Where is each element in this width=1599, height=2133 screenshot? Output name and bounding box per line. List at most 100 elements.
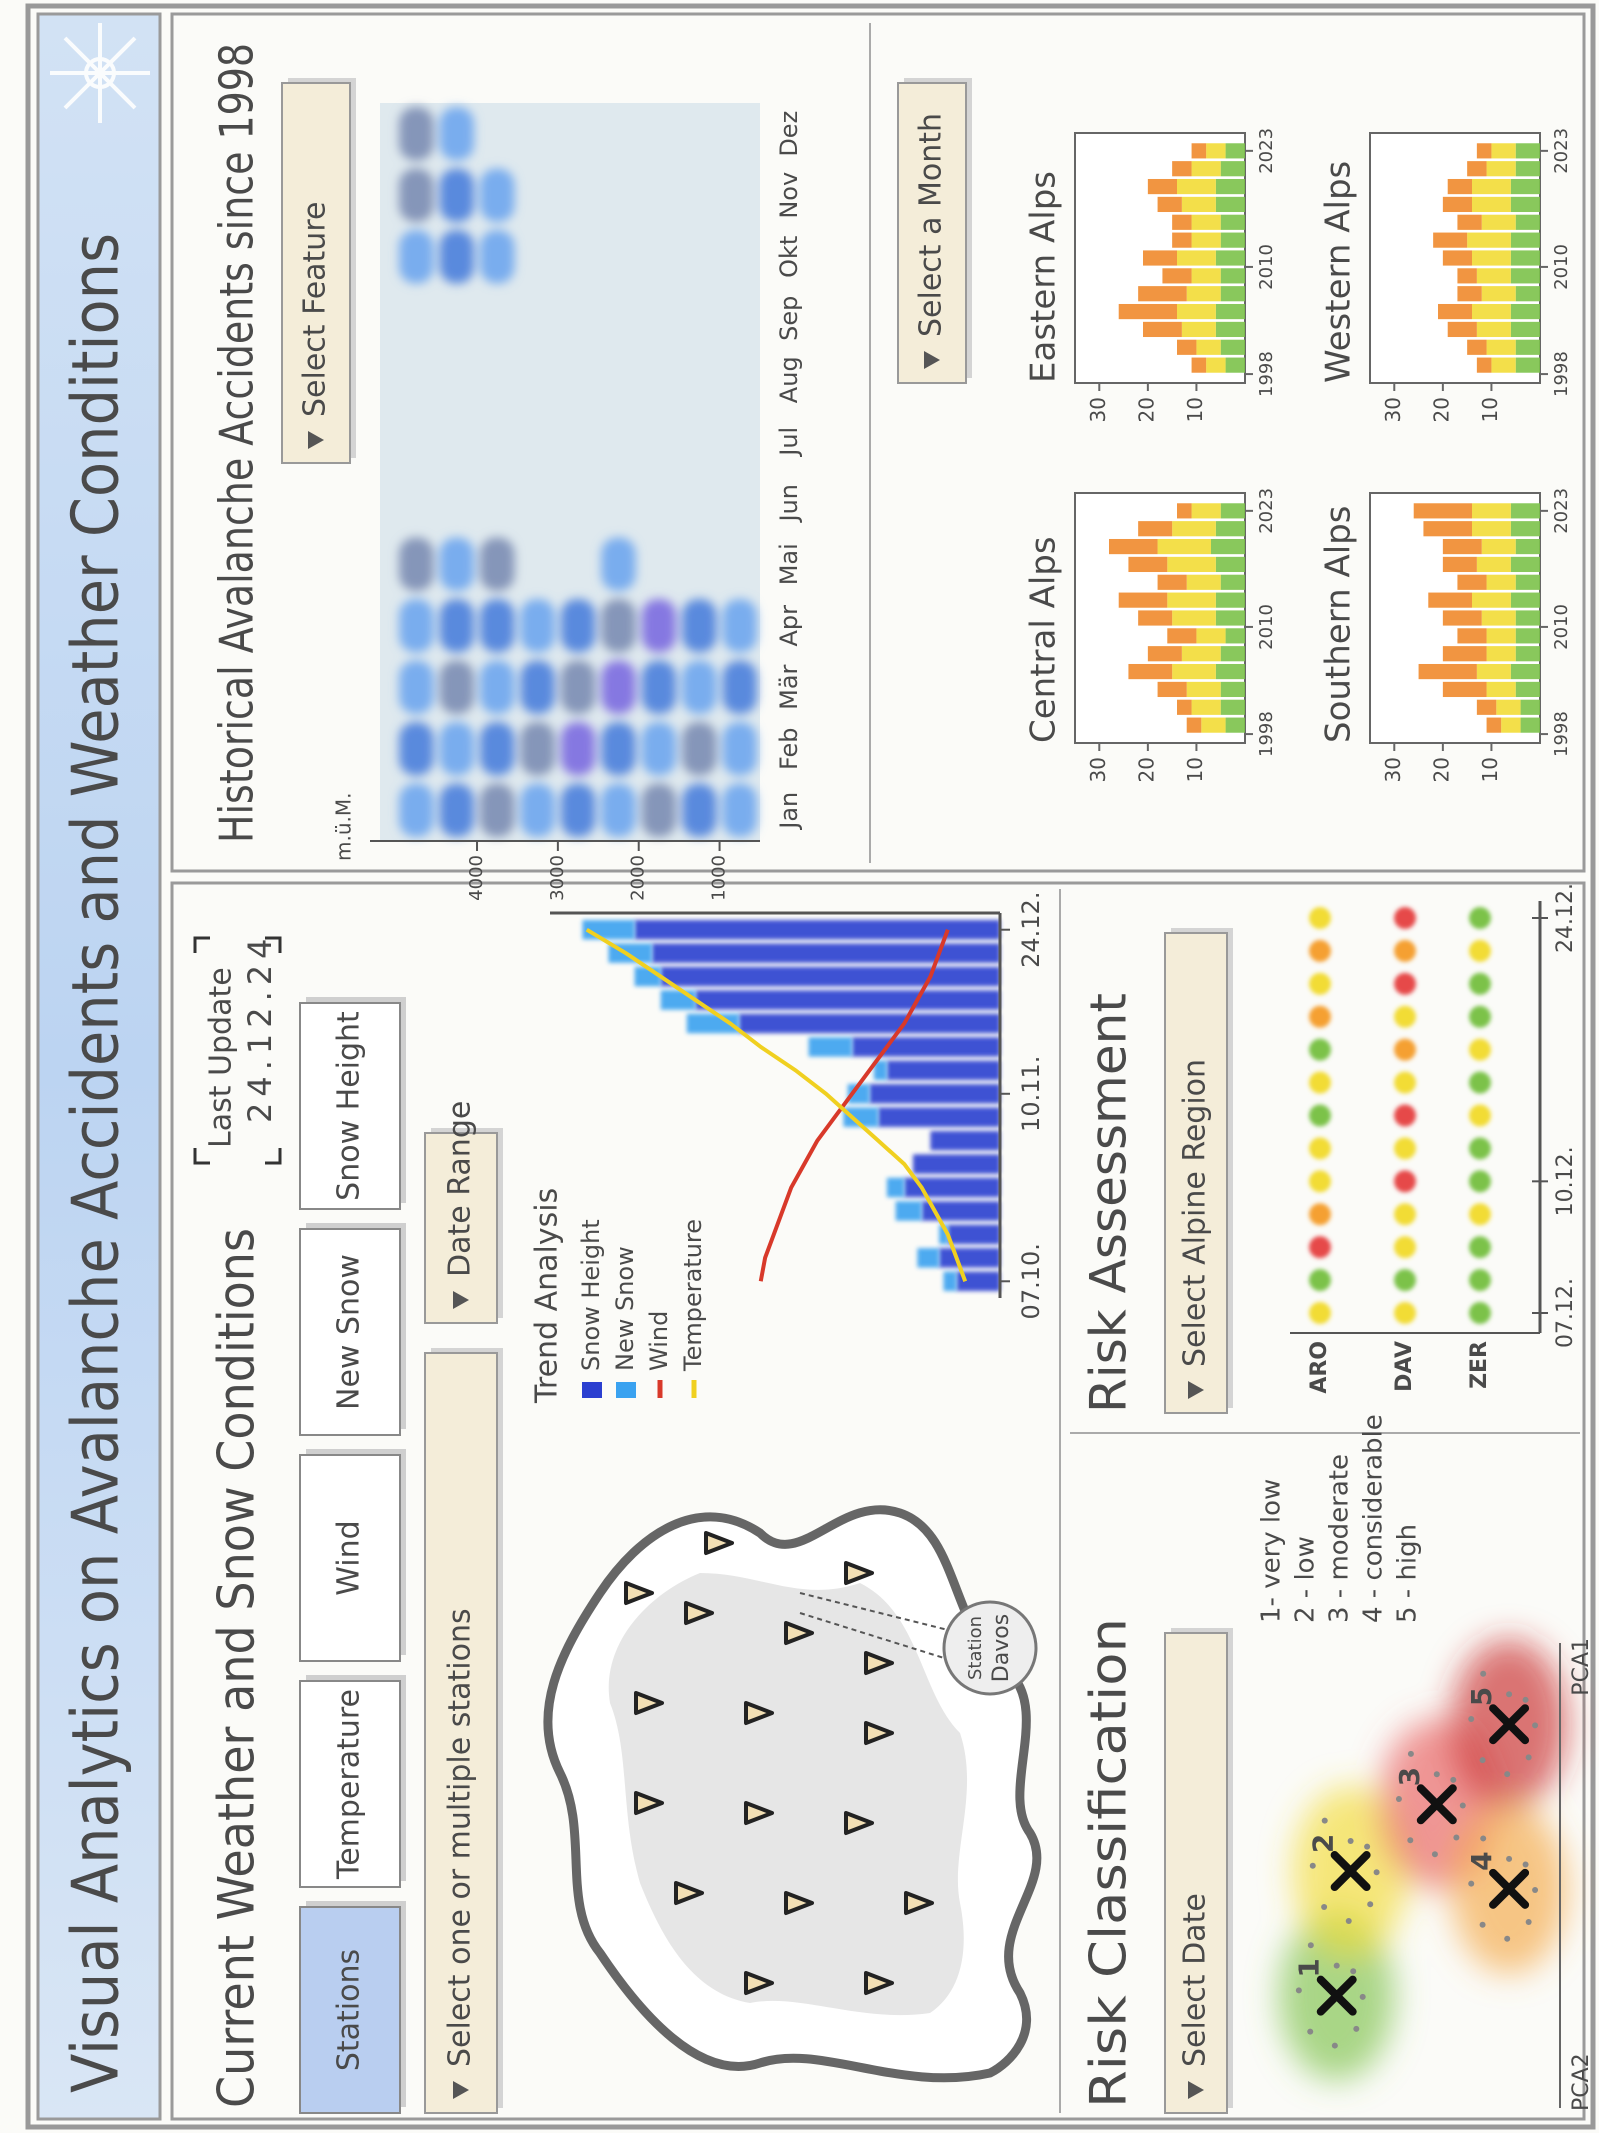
tab[interactable]: Stations: [299, 1901, 406, 2114]
cluster-label: 5: [1465, 1687, 1498, 1706]
bar-segment: [1215, 521, 1246, 537]
bar-segment: [1215, 196, 1246, 213]
current-panel: [170, 881, 1586, 2121]
bar-segment: [1486, 339, 1516, 355]
x-tick-label: 2023: [1256, 488, 1277, 534]
dropdown[interactable]: Select Feature: [281, 78, 356, 464]
risk-dot: [1469, 972, 1491, 995]
sample-dot: [1373, 1869, 1380, 1876]
dropdown-label[interactable]: Select one or multiple stations: [443, 1608, 478, 2067]
risk-dot: [1469, 1170, 1491, 1193]
dropdown[interactable]: Select Alpine Region: [1164, 928, 1233, 1414]
tab[interactable]: Snow Height: [299, 997, 406, 1210]
x-tick-label: 2010: [1256, 244, 1277, 290]
dropdown-box[interactable]: [1164, 932, 1228, 1414]
x-tick-label: Apr: [775, 605, 803, 647]
bar: [939, 1248, 1000, 1268]
tab-button[interactable]: [299, 1002, 401, 1210]
sample-dot: [1321, 1817, 1328, 1824]
page-title: Visual Analytics on Avalanche Accidents …: [60, 233, 134, 2093]
bar-segment: [1220, 699, 1245, 715]
legend-swatch: [582, 1382, 602, 1398]
bar-segment: [1215, 250, 1246, 266]
risk-dot: [1309, 1302, 1331, 1324]
risk-level-label: 2 - low: [1291, 1536, 1321, 1623]
bar-segment: [1472, 503, 1511, 519]
dropdown-box[interactable]: [424, 1352, 498, 2114]
dropdown[interactable]: Select a Month: [897, 78, 972, 384]
chart-title: Southern Alps: [1319, 506, 1359, 743]
tab-button[interactable]: [299, 1906, 401, 2114]
bar-segment: [1177, 303, 1216, 320]
bar-segment: [1220, 161, 1245, 177]
dropdown-box[interactable]: [897, 82, 967, 384]
bar-segment: [1442, 196, 1473, 213]
chart-title: Central Alps: [1024, 536, 1064, 743]
y-tick-label: 20: [1134, 397, 1158, 422]
bar-segment: [1486, 628, 1516, 644]
tab-label[interactable]: Wind: [332, 1520, 367, 1595]
bar-segment: [1467, 339, 1487, 355]
tab[interactable]: Temperature: [299, 1675, 406, 1888]
dropdown-label[interactable]: Select a Month: [914, 113, 949, 337]
tab-button[interactable]: [299, 1680, 401, 1888]
dropdown[interactable]: Select one or multiple stations: [424, 1348, 503, 2114]
tab-button[interactable]: [299, 1454, 401, 1662]
risk-level-label: 1- very low: [1257, 1479, 1287, 1623]
tab-label[interactable]: Stations: [332, 1949, 367, 2071]
bar: [660, 990, 696, 1010]
bar-segment: [1457, 286, 1482, 302]
bar-segment: [1220, 286, 1245, 302]
dropdown-box[interactable]: [1164, 1632, 1228, 2114]
bar-segment: [1186, 717, 1202, 733]
bar-segment: [1118, 303, 1177, 320]
bar-segment: [1447, 178, 1472, 195]
dropdown-label[interactable]: Select Feature: [298, 202, 333, 417]
heatmap-cell: [399, 599, 434, 653]
dropdown[interactable]: Select Date: [1164, 1628, 1233, 2114]
bar-segment: [1201, 717, 1226, 733]
bar-segment: [1211, 538, 1245, 555]
heatmap-cell: [480, 168, 515, 222]
x-tick-label: 1998: [1256, 351, 1277, 397]
bar-segment: [1157, 196, 1182, 213]
sample-dot: [1295, 1987, 1302, 1994]
station-pin: [864, 1971, 894, 1995]
dropdown-label[interactable]: Date Range: [443, 1101, 478, 1277]
bar-segment: [1225, 628, 1245, 644]
tab-label[interactable]: Temperature: [332, 1689, 367, 1880]
risk-dot: [1469, 1005, 1491, 1028]
sample-dot: [1367, 1901, 1374, 1908]
dropdown-label[interactable]: Select Date: [1178, 1893, 1213, 2067]
y-tick-label: 10: [1478, 397, 1502, 422]
y-axis-title: PCA2: [1569, 2053, 1594, 2111]
sample-dot: [1407, 1837, 1414, 1844]
tab[interactable]: Wind: [299, 1449, 406, 1662]
bar-segment: [1220, 681, 1245, 698]
bar: [739, 1013, 1000, 1034]
dropdown-arrow: [453, 2081, 469, 2099]
dropdown-label[interactable]: Select Alpine Region: [1178, 1059, 1213, 1367]
bar: [947, 1224, 1000, 1245]
tab-label[interactable]: Snow Height: [332, 1011, 367, 1201]
bar-segment: [1510, 250, 1541, 266]
x-tick-label: Aug: [775, 356, 803, 403]
bar-segment: [1520, 717, 1540, 733]
bar-segment: [1220, 503, 1245, 519]
risk-dot: [1469, 907, 1491, 929]
bar-segment: [1220, 268, 1245, 284]
bar-segment: [1109, 538, 1158, 555]
sample-dot: [1333, 1962, 1340, 1969]
bar-segment: [1220, 339, 1245, 355]
dropdown[interactable]: Date Range: [424, 1101, 503, 1324]
tab-button[interactable]: [299, 1228, 401, 1436]
heatmap-cell: [399, 230, 434, 284]
heatmap-cell: [641, 599, 677, 653]
title-bar: [36, 12, 162, 2121]
row-label: ZER: [1467, 1341, 1492, 1389]
tab-label[interactable]: New Snow: [332, 1254, 367, 1410]
tab[interactable]: New Snow: [299, 1223, 406, 1436]
bar-segment: [1215, 663, 1246, 680]
dropdown-box[interactable]: [424, 1132, 498, 1324]
dropdown-box[interactable]: [281, 82, 351, 464]
